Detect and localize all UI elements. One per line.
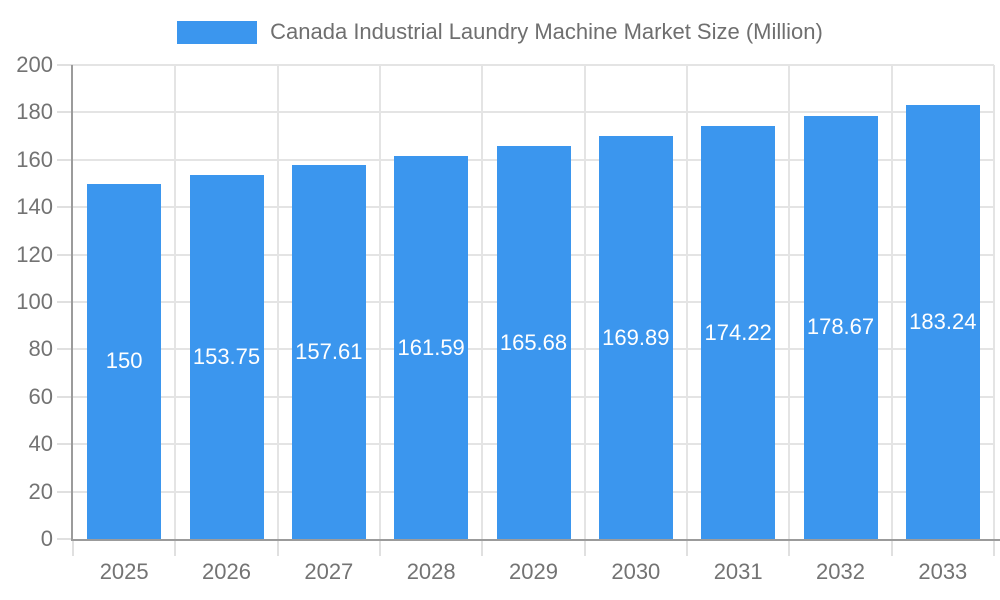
x-tick-label: 2026	[202, 559, 251, 584]
bar-2030	[598, 136, 673, 539]
x-axis-tick	[583, 541, 586, 556]
bar-2029	[496, 146, 571, 539]
x-axis-tick	[481, 541, 484, 556]
y-tick-label: 200	[16, 52, 53, 77]
gridline-horizontal	[73, 111, 994, 114]
bar-value-label: 150	[105, 348, 143, 374]
y-tick-label: 0	[40, 526, 53, 551]
bar-value-label: 157.61	[295, 339, 363, 365]
x-tick-label: 2025	[99, 559, 149, 584]
y-axis-tick	[57, 158, 73, 161]
bar-2028	[394, 156, 469, 539]
chart-title: Canada Industrial Laundry Machine Market…	[270, 19, 823, 44]
y-axis-tick	[57, 348, 73, 351]
y-axis-tick	[57, 301, 73, 303]
x-axis-tick	[788, 541, 791, 556]
bar-value-label: 161.59	[397, 334, 465, 360]
x-axis-tick	[993, 541, 995, 556]
bar-2027	[291, 165, 366, 539]
gridline-vertical	[583, 65, 586, 539]
bar-value-label: 174.22	[704, 319, 772, 345]
y-axis-tick	[57, 490, 73, 493]
legend-swatch	[177, 20, 258, 44]
gridline-horizontal	[73, 64, 994, 66]
gridline-vertical	[276, 65, 279, 539]
x-tick-label: 2030	[611, 559, 661, 584]
bar-value-label: 153.75	[192, 343, 261, 369]
x-axis-tick	[72, 541, 74, 556]
y-axis-tick	[57, 443, 73, 446]
y-tick-label: 40	[28, 431, 53, 457]
x-axis-tick	[276, 541, 279, 556]
y-tick-label: 20	[28, 478, 53, 504]
x-tick-label: 2028	[406, 559, 456, 584]
bar-2025	[87, 183, 162, 539]
x-tick-label: 2033	[918, 559, 968, 584]
y-tick-label: 140	[16, 194, 53, 220]
y-axis-tick	[57, 206, 73, 209]
bar-2026	[189, 174, 264, 539]
y-axis-tick	[57, 538, 73, 540]
bar-value-label: 183.24	[909, 308, 977, 334]
x-axis-line	[71, 539, 1000, 541]
x-axis-tick	[174, 541, 177, 556]
x-tick-label: 2032	[816, 559, 865, 584]
gridline-vertical	[379, 65, 381, 539]
x-tick-label: 2029	[509, 559, 558, 584]
y-tick-label: 180	[16, 99, 53, 125]
gridline-vertical	[890, 65, 893, 539]
gridline-vertical	[788, 65, 791, 539]
gridline-vertical	[993, 65, 995, 539]
y-tick-label: 160	[16, 146, 53, 172]
x-tick-label: 2027	[304, 559, 354, 584]
x-tick-label: 2031	[713, 559, 763, 584]
y-axis-tick	[57, 395, 73, 398]
plot-area: 0 20 40 60 80 100 120 140 160 180 200 150 2025 153.75…	[16, 52, 1000, 584]
y-tick-label: 120	[16, 241, 53, 267]
bar-value-label: 169.89	[602, 324, 670, 350]
bar-value-label: 178.67	[806, 314, 875, 340]
bar-2032	[803, 115, 878, 539]
y-tick-label: 80	[28, 336, 53, 362]
y-axis-tick	[57, 111, 73, 114]
gridline-vertical	[686, 65, 688, 539]
bar-2031	[701, 126, 776, 539]
chart-legend: Canada Industrial Laundry Machine Market…	[0, 18, 1000, 46]
x-axis-tick	[686, 541, 688, 556]
gridline-vertical	[174, 65, 177, 539]
x-axis-tick	[379, 541, 381, 556]
gridline-vertical	[481, 65, 484, 539]
y-axis-tick	[57, 64, 73, 66]
y-tick-label: 100	[16, 289, 53, 314]
y-tick-label: 60	[28, 383, 53, 409]
y-axis-tick	[57, 253, 73, 256]
x-axis-tick	[890, 541, 893, 556]
bar-2033	[905, 104, 980, 539]
y-axis-line	[71, 65, 73, 541]
bar-value-label: 165.68	[499, 329, 568, 355]
